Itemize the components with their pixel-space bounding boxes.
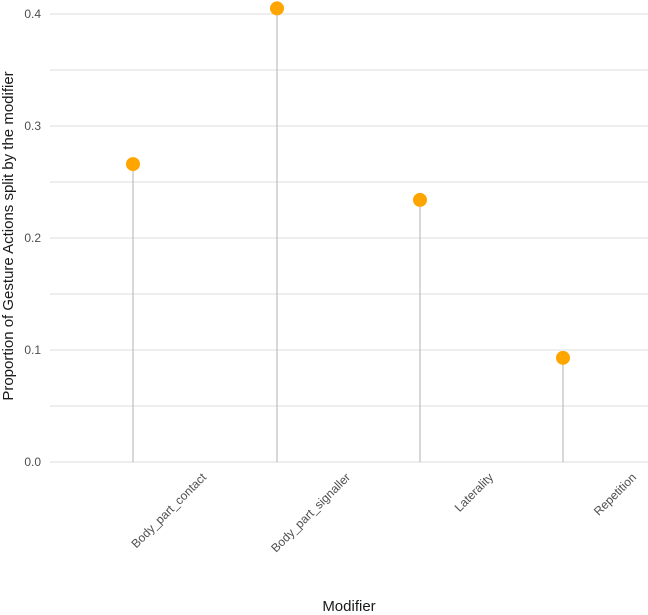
lollipop-stems (132, 8, 564, 462)
grid-lines (50, 13, 648, 463)
x-tick-label: Body_part_signaller (268, 470, 353, 555)
lollipop-point (413, 192, 427, 207)
lollipop-point (270, 1, 284, 16)
lollipop-point (556, 350, 570, 365)
x-tick-label: Body_part_contact (128, 470, 209, 551)
x-tick-label: Repetition (591, 470, 639, 518)
y-tick-label: 0.1 (24, 343, 41, 357)
y-tick-label: 0.4 (24, 7, 41, 21)
y-tick-label: 0.0 (24, 455, 41, 469)
lollipop-point (126, 157, 140, 172)
lollipop-points (126, 1, 570, 365)
y-tick-label: 0.2 (24, 231, 41, 245)
y-axis-ticks: 0.0 0.1 0.2 0.3 0.4 (24, 7, 41, 469)
x-axis-category-labels: Body_part_contact Body_part_signaller Late… (128, 470, 639, 555)
y-tick-label: 0.3 (24, 119, 41, 133)
x-axis-title: Modifier (322, 598, 375, 615)
x-tick-label: Laterality (452, 470, 496, 514)
y-axis-title: Proportion of Gesture Actions split by t… (0, 71, 17, 400)
